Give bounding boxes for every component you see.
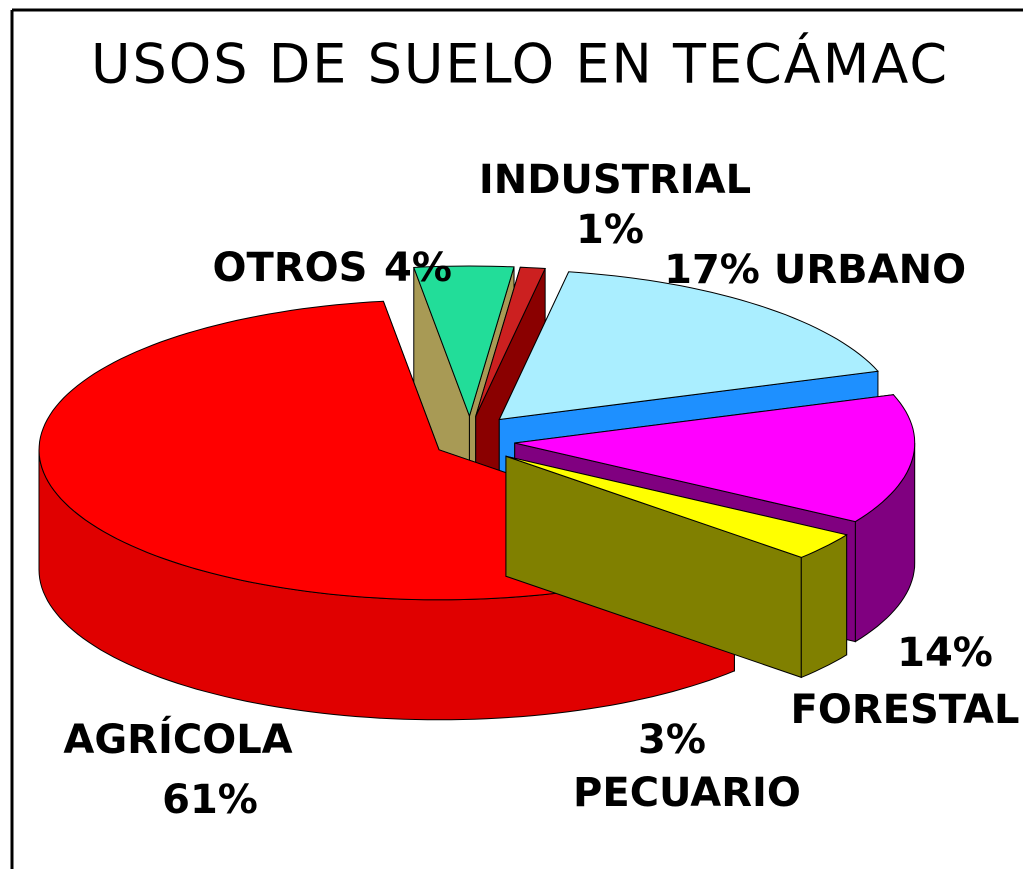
slice-side	[800, 533, 848, 679]
value-label: 1%	[576, 207, 644, 253]
slice	[498, 271, 879, 421]
value-label: 3%	[638, 717, 706, 763]
category-label: OTROS	[213, 245, 368, 291]
value-label: 4%	[384, 245, 452, 291]
category-label: AGRÍCOLA	[63, 715, 292, 763]
slice	[505, 455, 848, 558]
category-label: INDUSTRIAL	[479, 157, 751, 203]
category-label: FORESTAL	[791, 687, 1020, 733]
slice	[475, 266, 546, 417]
value-label: 61%	[162, 777, 258, 823]
slice	[514, 394, 916, 523]
chart-title: USOS DE SUELO EN TECÁMAC	[91, 33, 949, 96]
category-label: URBANO	[774, 247, 966, 293]
slice	[413, 265, 515, 418]
value-label: 17%	[664, 247, 760, 293]
value-label: 14%	[897, 630, 993, 676]
category-label: PECUARIO	[573, 770, 801, 816]
